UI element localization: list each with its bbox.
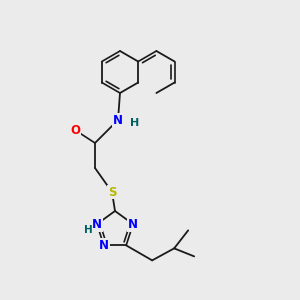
Text: H: H xyxy=(84,225,92,235)
Text: N: N xyxy=(113,113,123,127)
Text: N: N xyxy=(128,218,138,231)
Text: N: N xyxy=(92,218,102,231)
Text: O: O xyxy=(70,124,80,136)
Text: S: S xyxy=(108,185,116,199)
Text: H: H xyxy=(130,118,139,128)
Text: N: N xyxy=(99,239,109,252)
